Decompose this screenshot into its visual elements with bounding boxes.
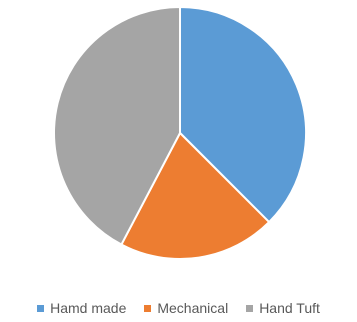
pie-slice-hand-tuft [53,5,181,246]
legend-label-hamd-made: Hamd made [50,300,127,316]
legend-item-mechanical: Mechanical [144,300,228,316]
legend-item-hand-tuft: Hand Tuft [246,300,320,316]
legend-label-mechanical: Mechanical [157,300,229,316]
legend-label-hand-tuft: Hand Tuft [259,300,320,316]
pie-slice-hamd-made [179,5,307,224]
legend-swatch-hand-tuft [246,304,254,312]
pie-slices [53,5,307,260]
legend-swatch-mechanical [144,304,152,312]
chart-legend: Hamd made Mechanical Hand Tuft [0,300,357,316]
pie-slice-mechanical [120,131,271,260]
legend-item-hamd-made: Hamd made [37,300,126,316]
legend-swatch-hamd-made [37,304,45,312]
